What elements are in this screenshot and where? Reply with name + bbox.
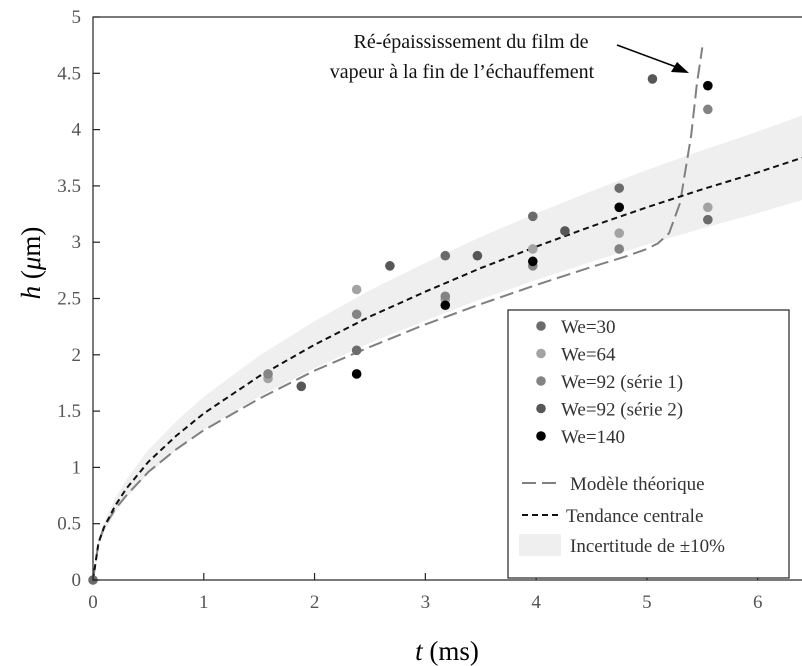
y-tick-label-6: 3 bbox=[72, 232, 82, 253]
legend-label-4: We=140 bbox=[561, 427, 625, 448]
point-series-0-4 bbox=[614, 183, 625, 193]
legend-box bbox=[507, 309, 790, 579]
legend-marker-0 bbox=[536, 321, 546, 331]
point-series-4-0 bbox=[351, 369, 362, 379]
x-tick-label-0: 0 bbox=[88, 592, 98, 613]
point-series-4-2 bbox=[528, 256, 538, 267]
point-series-4-3 bbox=[614, 202, 625, 213]
point-series-2-5 bbox=[703, 104, 713, 115]
legend-label-0: We=30 bbox=[561, 317, 616, 338]
point-series-1-4 bbox=[614, 228, 625, 238]
annotation-line-1: Ré-épaississement du film de bbox=[354, 31, 589, 53]
legend-swatch-uncertainty bbox=[519, 534, 561, 556]
x-tick-label-6: 6 bbox=[753, 592, 763, 613]
legend-marker-4 bbox=[536, 431, 546, 441]
legend-label-3: We=92 (série 2) bbox=[561, 400, 683, 421]
point-series-1-1 bbox=[351, 284, 362, 295]
point-series-3-0 bbox=[296, 381, 307, 392]
theoretical-model-curve bbox=[92, 47, 704, 581]
point-series-1-3 bbox=[528, 244, 538, 254]
point-series-2-1 bbox=[351, 309, 362, 320]
legend-label-1: We=64 bbox=[561, 345, 616, 366]
x-axis-title: t (ms) bbox=[415, 636, 479, 666]
legend-label-2: We=92 (série 1) bbox=[561, 372, 683, 393]
x-tick-label-5: 5 bbox=[642, 592, 652, 613]
y-tick-label-2: 1 bbox=[72, 457, 82, 478]
annotation-arrowhead bbox=[671, 62, 689, 73]
x-tick-label-1: 1 bbox=[199, 592, 209, 613]
plot-area bbox=[88, 47, 802, 585]
y-tick-label-5: 2.5 bbox=[57, 289, 81, 310]
y-tick-label-10: 5 bbox=[72, 7, 82, 28]
legend-label-uncertainty: Incertitude de ±10% bbox=[570, 536, 725, 557]
uncertainty-band bbox=[93, 115, 802, 580]
legend: We=30 We=64 We=92 (série 1) We=92 (série 2)… bbox=[507, 309, 790, 579]
point-series-4-4 bbox=[703, 80, 713, 91]
y-tick-label-0: 0 bbox=[72, 570, 82, 591]
point-series-0-5 bbox=[703, 214, 713, 225]
point-series-3-3 bbox=[560, 226, 570, 236]
y-tick-label-7: 3.5 bbox=[57, 176, 81, 197]
point-series-2-0 bbox=[263, 369, 273, 379]
point-series-2-4 bbox=[614, 244, 625, 254]
y-tick-label-4: 2 bbox=[72, 345, 82, 366]
point-series-0-1 bbox=[351, 345, 362, 356]
annotation-arrow-line bbox=[616, 44, 680, 69]
point-series-0-3 bbox=[528, 211, 538, 222]
y-tick-label-9: 4.5 bbox=[57, 63, 81, 84]
annotation: Ré-épaississement du film de vapeur à la… bbox=[330, 31, 689, 83]
y-tick-label-8: 4 bbox=[72, 120, 82, 141]
point-series-2-2 bbox=[440, 291, 451, 302]
point-series-3-2 bbox=[472, 250, 483, 261]
legend-marker-1 bbox=[536, 348, 546, 359]
y-axis-title: h (μm) bbox=[16, 227, 46, 300]
data-points bbox=[88, 74, 713, 585]
y-axis-ticks: 0 0.5 1 1.5 2 2.5 3 3.5 4 4.5 5 bbox=[57, 7, 100, 591]
legend-label-trend: Tendance centrale bbox=[566, 506, 703, 527]
x-axis-ticks: 0 1 2 3 4 5 6 bbox=[88, 573, 762, 613]
legend-items: We=30 We=64 We=92 (série 1) We=92 (série 2)… bbox=[536, 317, 683, 448]
point-series-3-1 bbox=[385, 261, 395, 271]
legend-marker-3 bbox=[536, 403, 546, 414]
point-series-3-4 bbox=[647, 74, 658, 84]
legend-label-theoretical: Modèle théorique bbox=[570, 474, 705, 495]
y-tick-label-3: 1.5 bbox=[57, 401, 81, 422]
x-tick-label-4: 4 bbox=[531, 592, 541, 613]
legend-marker-2 bbox=[536, 376, 546, 386]
x-tick-label-3: 3 bbox=[421, 592, 431, 613]
x-tick-label-2: 2 bbox=[310, 592, 320, 613]
point-series-4-1 bbox=[440, 300, 451, 311]
annotation-line-2: vapeur à la fin de l’échauffement bbox=[330, 61, 595, 83]
y-tick-label-1: 0.5 bbox=[57, 514, 81, 535]
point-series-0-2 bbox=[440, 250, 451, 261]
point-series-1-5 bbox=[703, 202, 713, 213]
